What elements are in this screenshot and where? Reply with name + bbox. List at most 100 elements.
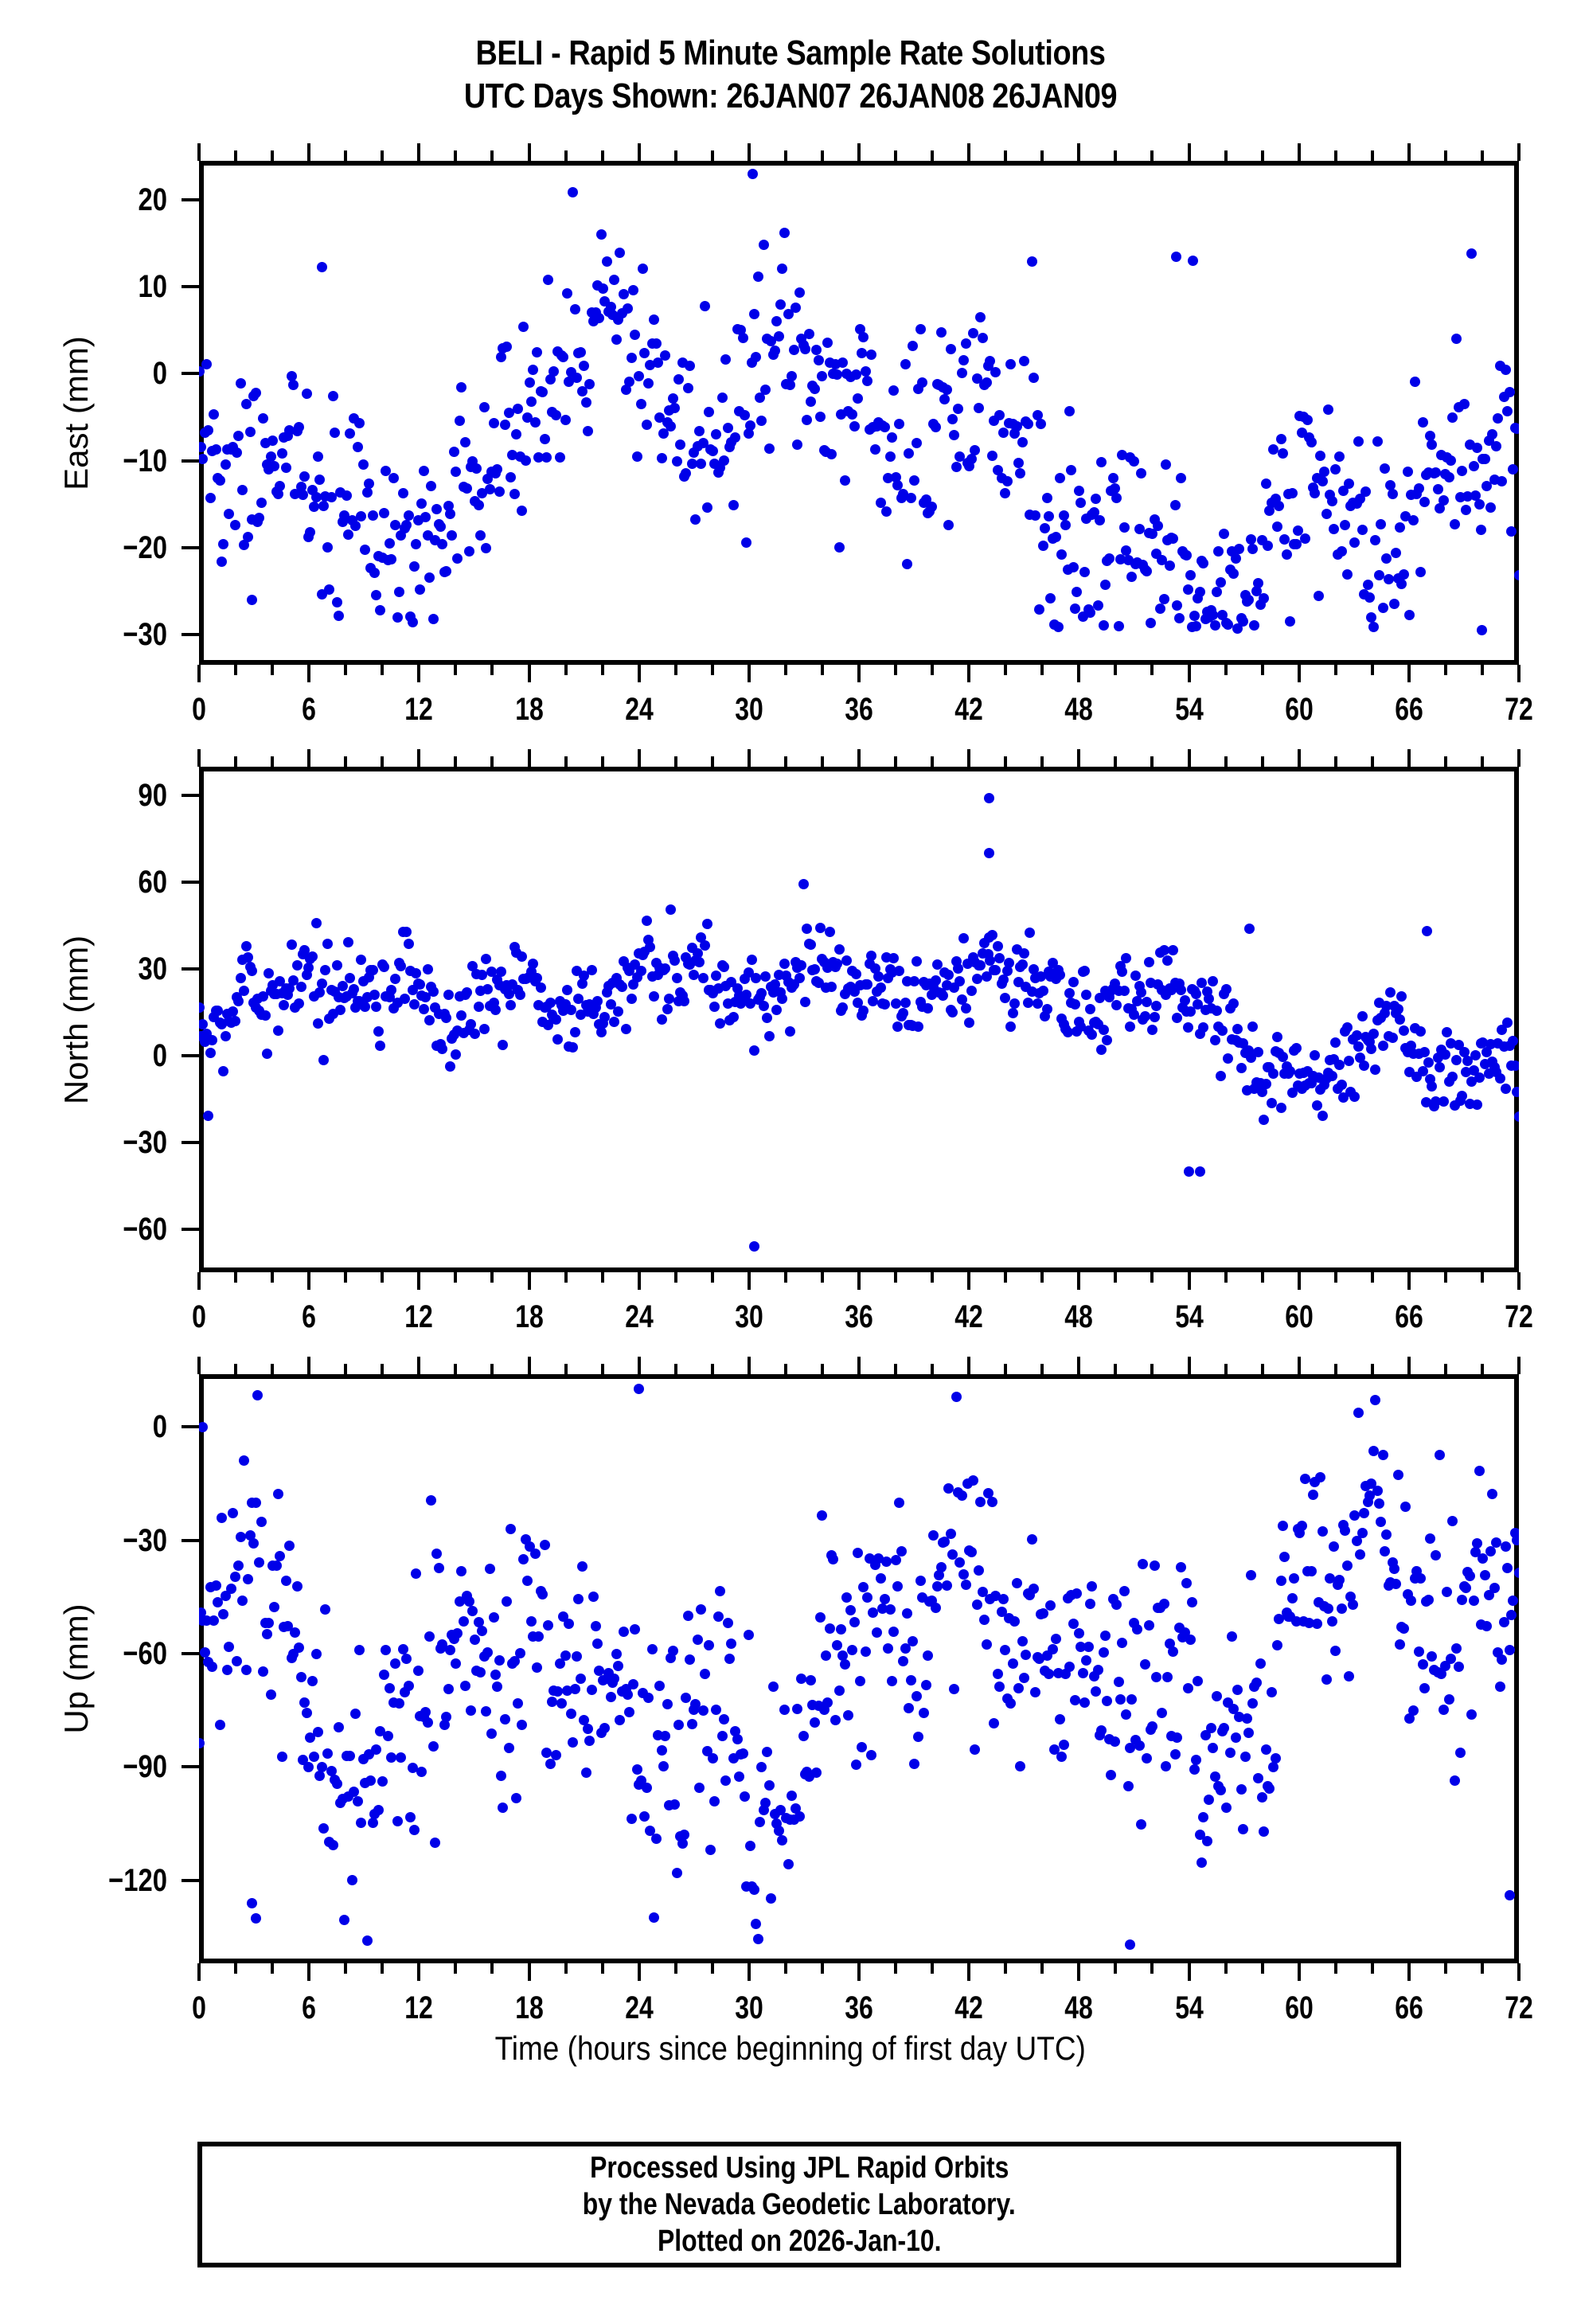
x-axis-tick <box>1297 749 1301 767</box>
data-point <box>1147 1025 1158 1036</box>
data-point <box>1306 1566 1317 1577</box>
data-point <box>231 1655 242 1666</box>
data-point <box>496 351 506 362</box>
data-point <box>1300 1473 1311 1484</box>
data-point <box>594 313 605 324</box>
data-point <box>1395 1639 1406 1650</box>
data-point <box>1064 406 1075 417</box>
x-axis-tick <box>1480 1364 1484 1374</box>
data-point <box>894 1497 905 1508</box>
data-point <box>1417 1065 1428 1076</box>
x-axis-tick <box>1187 1272 1191 1290</box>
data-point <box>256 497 267 508</box>
x-axis-tick <box>1443 665 1447 675</box>
data-point <box>1423 1057 1434 1068</box>
data-point <box>1286 487 1298 498</box>
data-point <box>868 995 879 1006</box>
data-point <box>728 499 739 510</box>
data-point <box>1228 1703 1239 1714</box>
data-point <box>1307 1490 1318 1501</box>
data-point <box>1096 1045 1107 1056</box>
data-point <box>1013 458 1024 469</box>
x-axis-tick <box>1187 143 1191 161</box>
x-axis-tick <box>1260 1272 1264 1283</box>
data-point <box>1096 1725 1107 1736</box>
data-point <box>477 1625 488 1636</box>
data-point <box>900 1642 911 1654</box>
x-axis-tick <box>1517 1272 1520 1290</box>
x-axis-tick-label: 66 <box>1395 692 1423 727</box>
data-point <box>1502 406 1513 417</box>
x-axis-tick <box>1333 1272 1337 1283</box>
data-point <box>550 1749 561 1760</box>
panel-north-plot-area <box>199 767 1519 1272</box>
data-point <box>773 1825 784 1836</box>
data-point <box>1158 1599 1169 1610</box>
x-axis-tick-label: 60 <box>1284 1990 1314 2025</box>
x-axis-tick <box>344 756 348 767</box>
data-point <box>1194 1166 1205 1177</box>
data-point <box>1184 1166 1194 1177</box>
data-point <box>418 465 429 476</box>
data-point <box>254 512 265 523</box>
data-point <box>1326 495 1337 506</box>
data-point <box>467 1606 478 1617</box>
data-point <box>954 975 966 986</box>
data-point <box>339 1915 350 1926</box>
x-axis-tick <box>1187 749 1191 767</box>
data-point <box>1070 999 1081 1010</box>
x-axis-tick <box>1004 1364 1008 1374</box>
data-point <box>407 617 418 628</box>
data-point <box>427 986 439 998</box>
data-point <box>199 1019 209 1030</box>
data-point <box>974 402 985 413</box>
data-point <box>528 959 539 969</box>
data-point <box>1315 451 1326 462</box>
data-point <box>435 521 447 533</box>
data-point <box>1474 1465 1485 1476</box>
data-point <box>1070 1694 1081 1705</box>
data-point <box>365 1775 377 1786</box>
data-point <box>1292 525 1303 537</box>
data-point <box>1325 1572 1336 1584</box>
data-point <box>1461 1582 1472 1593</box>
x-axis-tick <box>1407 749 1411 767</box>
data-point <box>518 1554 529 1565</box>
data-point <box>371 590 382 601</box>
data-point <box>1066 465 1077 476</box>
data-point <box>462 987 473 998</box>
data-point <box>452 553 463 564</box>
data-point <box>803 329 814 340</box>
data-point <box>229 520 240 531</box>
data-point <box>1259 1826 1270 1838</box>
x-axis-tick <box>1260 150 1264 161</box>
data-point <box>1037 1607 1048 1619</box>
data-point <box>1466 248 1478 259</box>
data-point <box>306 1676 318 1687</box>
data-point <box>439 1720 450 1731</box>
x-axis-tick <box>1443 756 1447 767</box>
x-axis-tick <box>197 1272 201 1290</box>
x-axis-tick <box>931 756 935 767</box>
data-point <box>1337 486 1349 497</box>
x-axis-tick <box>673 1364 677 1374</box>
data-point <box>1274 1614 1285 1625</box>
data-point <box>520 455 531 467</box>
data-point <box>931 1581 943 1592</box>
data-point <box>1377 1040 1388 1051</box>
data-point <box>573 993 584 1004</box>
data-point <box>579 1714 590 1725</box>
data-point <box>586 1685 597 1696</box>
data-point <box>1139 1010 1150 1021</box>
x-axis-tick <box>967 1272 971 1290</box>
data-point <box>875 1573 886 1584</box>
data-point <box>1019 1672 1030 1683</box>
data-point <box>854 1675 865 1686</box>
data-point <box>1211 1691 1222 1702</box>
data-point <box>660 1731 671 1742</box>
panel-north <box>199 767 1519 1272</box>
data-point <box>216 557 227 568</box>
data-point <box>452 1627 463 1639</box>
x-axis-tick <box>1004 150 1008 161</box>
data-point <box>611 334 622 346</box>
